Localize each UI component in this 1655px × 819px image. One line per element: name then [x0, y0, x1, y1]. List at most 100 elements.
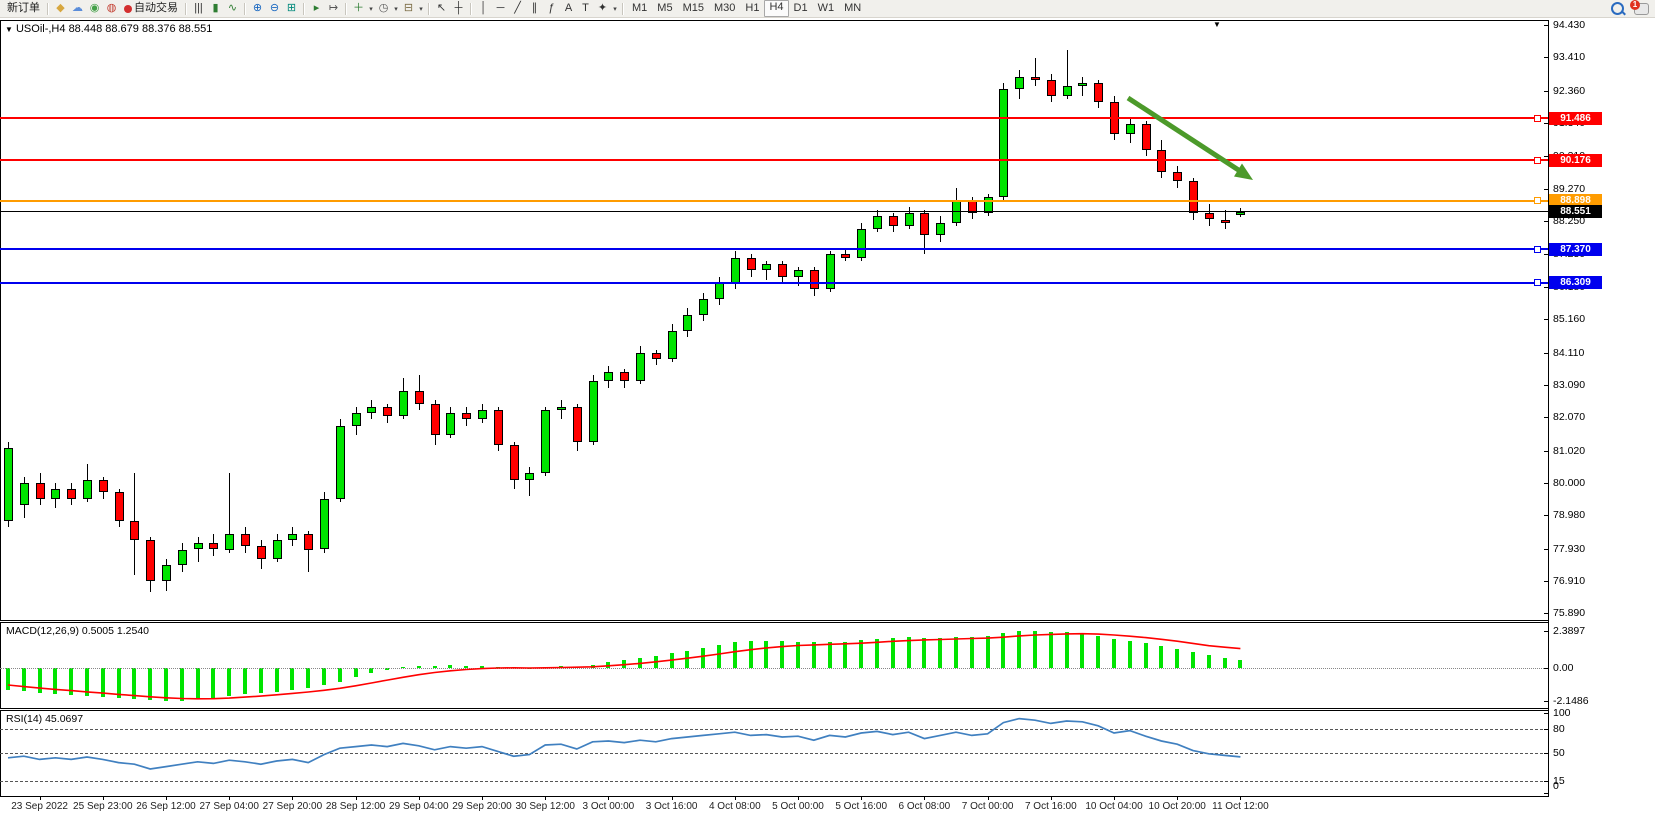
x-tick — [166, 796, 167, 800]
dropdown-caret-icon[interactable]: ▾ — [369, 5, 373, 13]
globe-icon[interactable]: ◍ — [106, 2, 117, 14]
cursor-icon[interactable]: ↖ — [436, 2, 447, 14]
rsi-axis-label: 80 — [1553, 723, 1565, 735]
candle — [478, 409, 487, 420]
price-line-86.309[interactable] — [0, 281, 1548, 284]
notifications-icon[interactable]: 1 — [1630, 0, 1649, 15]
macd-histogram-bar — [306, 668, 311, 689]
x-tick — [39, 796, 41, 800]
macd-histogram-bar — [274, 668, 279, 692]
price-line-marker[interactable] — [1534, 114, 1541, 122]
crosshair-icon[interactable]: ┼ — [454, 2, 463, 14]
template-icon[interactable]: ⊟ — [403, 2, 414, 14]
add-indicator-icon[interactable]: ＋ — [353, 2, 364, 14]
candle — [1078, 83, 1088, 87]
fibonacci-icon[interactable]: ƒ — [548, 2, 555, 14]
macd-histogram-bar — [843, 641, 848, 668]
timeframe-M5-button[interactable]: M5 — [657, 2, 673, 14]
dropdown-caret-icon[interactable]: ▾ — [394, 5, 398, 13]
shapes-icon[interactable]: ✦ — [597, 2, 608, 14]
label-icon[interactable]: T — [582, 2, 589, 14]
search-icon[interactable] — [1611, 2, 1624, 15]
candle — [51, 489, 61, 499]
candlestick-icon[interactable]: ▮ — [212, 2, 219, 14]
tile-windows-icon[interactable]: ⊞ — [286, 2, 297, 14]
x-tick-label: 7 Oct 16:00 — [1024, 801, 1077, 812]
market-watch-icon[interactable]: ◆ — [56, 2, 65, 14]
macd-histogram-bar — [1127, 640, 1132, 668]
candle — [493, 409, 503, 445]
price-line-marker[interactable] — [1534, 156, 1541, 164]
macd-panel[interactable] — [0, 622, 1549, 709]
x-tick-label: 30 Sep 12:00 — [515, 801, 575, 812]
timeframe-H4-button[interactable]: H4 — [764, 0, 789, 17]
zoom-out-icon[interactable]: ⊖ — [269, 2, 280, 14]
macd-histogram-bar — [622, 660, 627, 669]
candle — [557, 406, 566, 410]
price-line-marker[interactable] — [1534, 197, 1541, 204]
timeframe-M15-button[interactable]: M15 — [682, 2, 704, 14]
period-clock-icon[interactable]: ◷ — [378, 2, 389, 14]
candle — [98, 479, 108, 493]
price-line-marker[interactable] — [1534, 279, 1541, 287]
y-tick-label: 83.090 — [1553, 378, 1586, 391]
dropdown-caret-icon[interactable]: ▾ — [419, 5, 423, 13]
trendline-icon[interactable]: ╱ — [514, 2, 521, 14]
signal-icon[interactable]: ◉ — [89, 2, 100, 14]
macd-histogram-bar — [748, 641, 753, 668]
candle — [651, 352, 661, 360]
macd-histogram-bar — [638, 657, 642, 668]
price-line-88.898[interactable] — [0, 199, 1548, 202]
candle — [1031, 76, 1040, 80]
candle — [1204, 213, 1214, 220]
candle-wick — [561, 400, 562, 420]
macd-histogram-bar — [1112, 638, 1116, 668]
chart-title: ▼ USOil-,H4 88.448 88.679 88.376 88.551 — [5, 23, 212, 35]
line-chart-icon[interactable]: ∿ — [227, 2, 238, 14]
timeframe-MN-button[interactable]: MN — [844, 2, 862, 14]
equidistant-channel-icon[interactable]: ∥ — [531, 2, 538, 14]
dropdown-caret-icon[interactable]: ▾ — [613, 5, 617, 13]
timeframe-M30-button[interactable]: M30 — [713, 2, 736, 14]
candle — [541, 409, 551, 474]
macd-histogram-bar — [780, 641, 785, 668]
candle — [1094, 83, 1104, 103]
auto-trading-button[interactable]: 自动交易 — [120, 1, 182, 16]
timeframe-M1-button[interactable]: M1 — [632, 2, 648, 14]
macd-tick — [1544, 668, 1549, 669]
timeframe-H1-button[interactable]: H1 — [745, 2, 760, 14]
x-tick — [1240, 796, 1242, 800]
price-line-90.176[interactable] — [0, 159, 1548, 161]
candle — [146, 540, 156, 582]
price-line-marker[interactable] — [1534, 245, 1541, 253]
auto-scroll-icon[interactable]: ▸ — [313, 2, 320, 14]
chart-window-icon[interactable]: ☁ — [72, 2, 83, 14]
price-line-91.486[interactable] — [0, 117, 1548, 120]
candle-wick — [1035, 57, 1036, 87]
timeframe-D1-button[interactable]: D1 — [793, 2, 808, 14]
price-chart-panel[interactable] — [0, 20, 1549, 621]
text-icon[interactable]: A — [564, 2, 573, 14]
y-tick-label: 89.270 — [1553, 182, 1586, 195]
collapse-icon[interactable]: ▼ — [5, 25, 13, 34]
macd-histogram-bar — [875, 638, 879, 668]
price-line-88.551[interactable] — [0, 211, 1548, 212]
rsi-tick — [1544, 753, 1549, 754]
bar-chart-icon[interactable]: ||| — [194, 2, 203, 14]
candle — [288, 533, 298, 540]
y-tick — [1544, 548, 1549, 550]
horizontal-line-icon[interactable]: ─ — [496, 2, 505, 14]
vertical-line-icon[interactable]: │ — [480, 2, 487, 14]
chart-shift-marker-icon: ▼ — [1213, 20, 1221, 29]
chart-shift-icon[interactable]: ↦ — [328, 2, 339, 14]
y-tick-label: 80.000 — [1553, 476, 1586, 489]
zoom-in-icon[interactable]: ⊕ — [252, 2, 263, 14]
price-line-label: 86.309 — [1549, 276, 1602, 290]
macd-tick — [1544, 701, 1549, 703]
y-tick — [1544, 286, 1549, 288]
new-order-button[interactable]: 新订单 — [7, 2, 40, 14]
y-tick-label: 94.430 — [1553, 19, 1586, 31]
timeframe-W1-button[interactable]: W1 — [817, 2, 835, 14]
price-line-87.370[interactable] — [0, 248, 1548, 250]
